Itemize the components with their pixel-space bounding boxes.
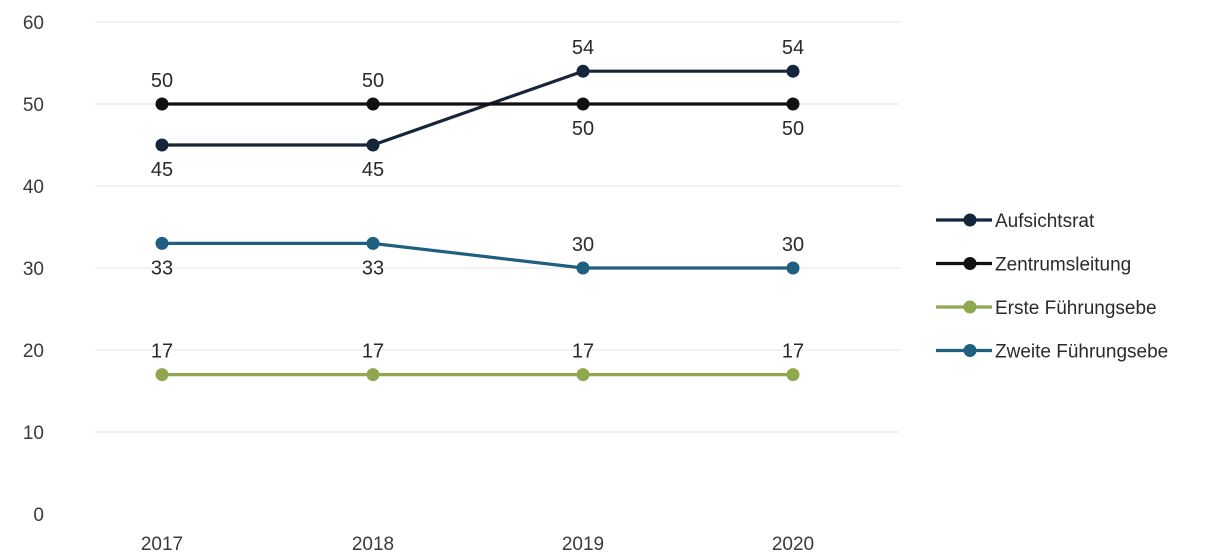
point-aufsichtsrat-2018 (366, 138, 380, 152)
legend-label-aufsichtsrat: Aufsichtsrat (995, 211, 1095, 232)
legend: Aufsichtsrat Zentrumsleitung Erste Führung… (936, 211, 1168, 363)
point-aufsichtsrat-2020 (786, 64, 800, 78)
legend-item-aufsichtsrat: Aufsichtsrat (936, 211, 1095, 232)
point-erste-führungsebe-2018 (366, 368, 380, 382)
legend-label-zweite-führungsebe: Zweite Führungsebe (995, 342, 1168, 363)
data-label-erste-führungsebe-2017: 17 (151, 341, 173, 363)
y-axis: 0 10 20 30 40 50 60 (23, 13, 44, 526)
point-zweite-führungsebe-2018 (366, 236, 380, 250)
data-label-zentrumsleitung-2018: 50 (362, 70, 384, 92)
data-label-zentrumsleitung-2020: 50 (782, 118, 804, 140)
point-zweite-führungsebe-2017 (155, 236, 169, 250)
series-erste-führungsebe: 17 17 17 17 (151, 341, 804, 382)
series-zentrumsleitung: 50 50 50 50 (151, 70, 804, 140)
series-line-zweite-führungsebe (160, 241, 795, 270)
data-label-aufsichtsrat-2019: 54 (572, 37, 594, 59)
series-aufsichtsrat: 45 45 54 54 (151, 37, 804, 181)
legend-item-zweite-führungsebe: Zweite Führungsebe (936, 342, 1168, 363)
data-label-zweite-führungsebe-2018: 33 (362, 257, 384, 279)
data-label-aufsichtsrat-2018: 45 (362, 159, 384, 181)
point-aufsichtsrat-2017 (155, 138, 169, 152)
y-tick-label-0: 0 (33, 505, 44, 526)
x-tick-label-2017: 2017 (141, 534, 183, 554)
y-tick-label-10: 10 (23, 423, 44, 444)
series-line-aufsichtsrat (160, 69, 795, 147)
point-zentrumsleitung-2017 (155, 97, 169, 111)
point-zweite-führungsebe-2019 (576, 261, 590, 275)
data-label-zweite-führungsebe-2019: 30 (572, 234, 594, 256)
x-tick-label-2020: 2020 (772, 534, 814, 554)
y-tick-label-60: 60 (23, 13, 44, 34)
point-zentrumsleitung-2019 (576, 97, 590, 111)
point-zweite-führungsebe-2020 (786, 261, 800, 275)
point-erste-führungsebe-2019 (576, 368, 590, 382)
legend-label-zentrumsleitung: Zentrumsleitung (995, 255, 1131, 276)
grid (95, 21, 900, 433)
y-tick-label-50: 50 (23, 95, 44, 116)
x-tick-label-2019: 2019 (562, 534, 604, 554)
legend-marker-aufsichtsrat (963, 213, 977, 227)
legend-marker-erste-führungsebe (963, 300, 977, 314)
legend-marker-zweite-führungsebe (963, 344, 977, 357)
x-axis: 2017 2018 2019 2020 (141, 534, 814, 554)
point-aufsichtsrat-2019 (576, 64, 590, 78)
legend-label-erste-führungsebe: Erste Führungsebe (995, 298, 1157, 319)
legend-item-zentrumsleitung: Zentrumsleitung (936, 255, 1131, 276)
point-zentrumsleitung-2020 (786, 97, 800, 111)
x-tick-label-2018: 2018 (352, 534, 394, 554)
y-tick-label-40: 40 (23, 177, 44, 198)
data-label-zweite-führungsebe-2020: 30 (782, 234, 804, 256)
data-label-aufsichtsrat-2017: 45 (151, 159, 173, 181)
data-label-erste-führungsebe-2020: 17 (782, 341, 804, 363)
data-label-erste-führungsebe-2018: 17 (362, 341, 384, 363)
y-tick-label-20: 20 (23, 341, 44, 362)
data-label-zentrumsleitung-2019: 50 (572, 118, 594, 140)
point-erste-führungsebe-2017 (155, 368, 169, 382)
data-label-erste-führungsebe-2019: 17 (572, 341, 594, 363)
y-tick-label-30: 30 (23, 259, 44, 280)
legend-item-erste-führungsebe: Erste Führungsebe (936, 298, 1157, 319)
data-label-zentrumsleitung-2017: 50 (151, 70, 173, 92)
point-erste-führungsebe-2020 (786, 368, 800, 382)
point-zentrumsleitung-2018 (366, 97, 380, 111)
series-group: 45 45 54 54 50 50 50 50 17 17 17 17 33 33 30 30 (151, 37, 804, 382)
series-zweite-führungsebe: 33 33 30 30 (151, 234, 804, 279)
legend-marker-zentrumsleitung (963, 257, 977, 270)
data-label-zweite-führungsebe-2017: 33 (151, 257, 173, 279)
data-label-aufsichtsrat-2020: 54 (782, 37, 804, 59)
